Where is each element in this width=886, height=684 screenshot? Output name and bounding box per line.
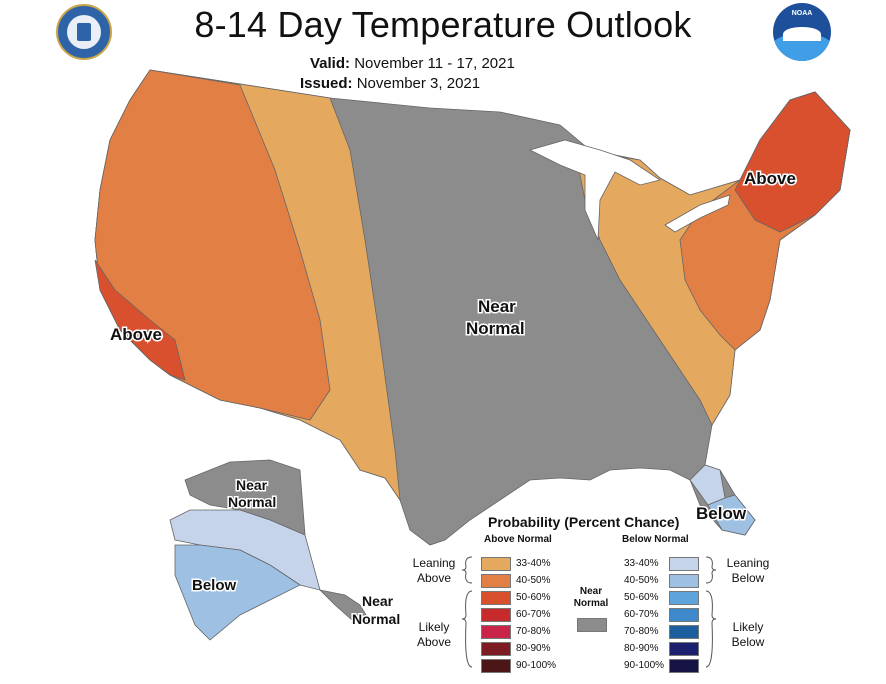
below-bin-label-4: 60-70%: [624, 609, 659, 620]
above-swatch-5: [481, 625, 511, 639]
below-bin-label-3: 50-60%: [624, 592, 659, 603]
below-swatch-6: [669, 642, 699, 656]
label-near-normal-aleutians-1: Near: [362, 593, 394, 609]
below-bin-label-1: 33-40%: [624, 558, 659, 569]
label-near-normal-aleutians-2: Normal: [352, 611, 400, 627]
legend-likely-below-label: Likely Below: [716, 620, 780, 650]
great-lakes: [528, 139, 661, 241]
label-near-normal-alaska-2: Normal: [228, 494, 276, 510]
above-bin-label-5: 70-80%: [516, 626, 551, 637]
map-title: 8-14 Day Temperature Outlook: [194, 4, 692, 45]
above-bin-label-3: 50-60%: [516, 592, 551, 603]
legend-near-normal-swatch: [577, 618, 607, 632]
likely-above-brace-icon: [461, 590, 473, 668]
florida-leaning-below-region: [689, 464, 726, 506]
legend-title: Probability (Percent Chance): [488, 514, 680, 530]
below-bin-label-7: 90-100%: [624, 660, 665, 671]
northeast-above-50-60-region: [734, 91, 851, 233]
likely-below-brace-icon: [705, 590, 717, 668]
legend-leaning-above-line2: Above: [416, 571, 452, 585]
above-bin-label-4: 60-70%: [516, 609, 551, 620]
california-above-50-60-region: [94, 259, 186, 381]
below-swatch-3: [669, 591, 699, 605]
below-swatch-7: [669, 659, 699, 673]
legend-leaning-above-label: Leaning Above: [406, 556, 462, 586]
legend-below-braces: [705, 556, 717, 668]
above-swatch-6: [481, 642, 511, 656]
legend-leaning-below-line2: Below: [731, 571, 765, 585]
above-swatch-1: [481, 557, 511, 571]
label-above-northeast: Above: [744, 169, 796, 188]
legend-below-header: Below Normal: [622, 534, 689, 545]
below-swatch-4: [669, 608, 699, 622]
legend-above-header: Above Normal: [484, 534, 552, 545]
legend-near-normal-line1: Near: [579, 586, 603, 597]
issued-label: Issued:: [300, 75, 353, 92]
legend-likely-above-line2: Above: [416, 635, 452, 649]
above-swatch-4: [481, 608, 511, 622]
leaning-above-brace-icon: [461, 556, 473, 584]
label-below-alaska: Below: [192, 577, 237, 594]
legend-likely-below-line1: Likely: [732, 620, 764, 634]
legend-near-normal-line2: Normal: [573, 598, 609, 609]
below-swatch-5: [669, 625, 699, 639]
department-of-commerce-seal: [56, 4, 112, 60]
legend-near-normal-label: Near Normal: [566, 586, 616, 610]
label-near-normal-central-1: Near: [478, 297, 516, 316]
alaska-below-40-50-region: [174, 544, 301, 641]
seal-emblem-icon: [77, 23, 91, 41]
below-bin-label-6: 80-90%: [624, 643, 659, 654]
valid-value: November 11 - 17, 2021: [354, 55, 515, 72]
below-bin-label-2: 40-50%: [624, 575, 659, 586]
legend-leaning-above-line1: Leaning: [412, 556, 456, 570]
alaska-leaning-below-region: [169, 509, 321, 591]
florida-below-40-50-region: [707, 494, 756, 536]
below-swatch-1: [669, 557, 699, 571]
noaa-logo: [773, 3, 831, 61]
above-swatch-3: [481, 591, 511, 605]
above-bin-label-1: 33-40%: [516, 558, 551, 569]
label-below-florida: Below: [696, 504, 747, 523]
legend-leaning-below-label: Leaning Below: [716, 556, 780, 586]
aleutians-near-normal-region: [318, 589, 373, 626]
above-bin-label-6: 80-90%: [516, 643, 551, 654]
legend-likely-above-line1: Likely: [418, 620, 450, 634]
valid-label: Valid:: [310, 55, 351, 72]
leaning-below-brace-icon: [705, 556, 717, 584]
below-swatch-2: [669, 574, 699, 588]
above-swatch-7: [481, 659, 511, 673]
above-bin-label-7: 90-100%: [516, 660, 557, 671]
above-bin-label-2: 40-50%: [516, 575, 551, 586]
label-above-west: Above: [110, 325, 162, 344]
label-near-normal-alaska-1: Near: [236, 477, 268, 493]
valid-issued-block: Valid: November 11 - 17, 2021 Issued: No…: [300, 54, 590, 94]
label-near-normal-central-2: Normal: [466, 319, 525, 338]
below-bin-label-5: 70-80%: [624, 626, 659, 637]
legend-likely-above-label: Likely Above: [406, 620, 462, 650]
legend-above-braces: [461, 556, 473, 668]
issued-value: November 3, 2021: [356, 75, 481, 92]
noaa-bird-icon: [783, 27, 821, 41]
legend-leaning-below-line1: Leaning: [726, 556, 770, 570]
above-swatch-2: [481, 574, 511, 588]
lake-erie: [664, 194, 731, 233]
noaa-logo-text: NOAA: [791, 10, 813, 17]
legend-likely-below-line2: Below: [731, 635, 765, 649]
